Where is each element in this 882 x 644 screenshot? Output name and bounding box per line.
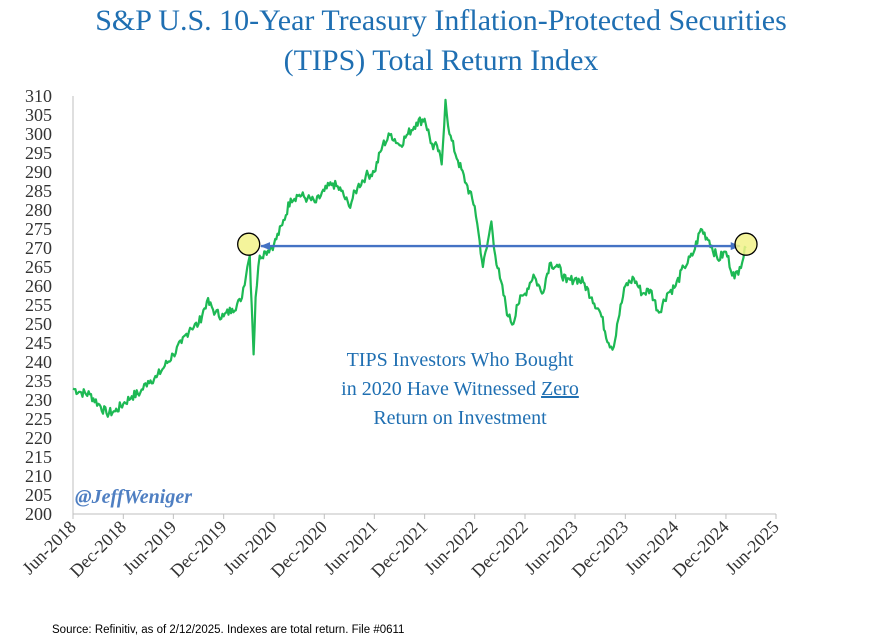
- y-tick-label: 205: [25, 485, 52, 505]
- annotation-line-2: in 2020 Have Witnessed Zero: [300, 375, 620, 404]
- y-tick-label: 275: [25, 219, 52, 239]
- x-axis-ticks: Jun-2018Dec-2018Jun-2019Dec-2019Jun-2020…: [18, 514, 783, 581]
- x-tick-label: Dec-2021: [367, 517, 431, 581]
- y-tick-label: 235: [25, 371, 52, 391]
- highlight-marker-1: [734, 232, 758, 256]
- y-tick-label: 265: [25, 257, 52, 277]
- y-tick-label: 255: [25, 295, 52, 315]
- highlight-marker-0: [237, 232, 261, 256]
- y-tick-label: 285: [25, 181, 52, 201]
- y-tick-label: 200: [25, 504, 52, 524]
- y-tick-label: 260: [25, 276, 52, 296]
- series-layer: [72, 98, 747, 418]
- marker-layer: [237, 232, 758, 256]
- x-tick-label: Dec-2024: [668, 517, 732, 581]
- x-tick-label: Jun-2025: [721, 517, 783, 579]
- watermark-handle: @JeffWeniger: [75, 486, 192, 508]
- series-line-0: [72, 98, 747, 418]
- y-tick-label: 280: [25, 200, 52, 220]
- y-tick-label: 305: [25, 105, 52, 125]
- y-axis-ticks: 2002052102152202252302352402452502552602…: [25, 86, 52, 524]
- chart-title-line-2: (TIPS) Total Return Index: [283, 44, 599, 77]
- y-tick-label: 225: [25, 409, 52, 429]
- x-tick-label: Dec-2020: [267, 517, 331, 581]
- y-tick-label: 215: [25, 447, 52, 467]
- axes-group: [72, 96, 776, 515]
- chart-title-line-1: S&P U.S. 10-Year Treasury Inflation-Prot…: [95, 4, 787, 37]
- x-tick-label: Dec-2018: [66, 517, 130, 581]
- y-tick-label: 230: [25, 390, 52, 410]
- y-tick-label: 220: [25, 428, 52, 448]
- y-tick-label: 210: [25, 466, 52, 486]
- x-tick-label: Dec-2023: [568, 517, 632, 581]
- annotation-line-1: TIPS Investors Who Bought: [346, 349, 574, 371]
- annotation-line-2-prefix: in 2020 Have Witnessed: [341, 378, 542, 400]
- y-tick-label: 270: [25, 238, 52, 258]
- x-tick-label: Dec-2022: [467, 517, 531, 581]
- y-tick-label: 290: [25, 162, 52, 182]
- x-tick-label: Dec-2019: [166, 517, 230, 581]
- annotation-line-3: Return on Investment: [373, 407, 547, 429]
- y-tick-label: 245: [25, 333, 52, 353]
- y-tick-label: 295: [25, 143, 52, 163]
- y-tick-label: 250: [25, 314, 52, 334]
- y-tick-label: 300: [25, 124, 52, 144]
- source-note: Source: Refinitiv, as of 2/12/2025. Inde…: [52, 624, 405, 636]
- annotation-emphasis-zero: Zero: [541, 378, 579, 400]
- y-tick-label: 310: [25, 86, 52, 106]
- y-tick-label: 240: [25, 352, 52, 372]
